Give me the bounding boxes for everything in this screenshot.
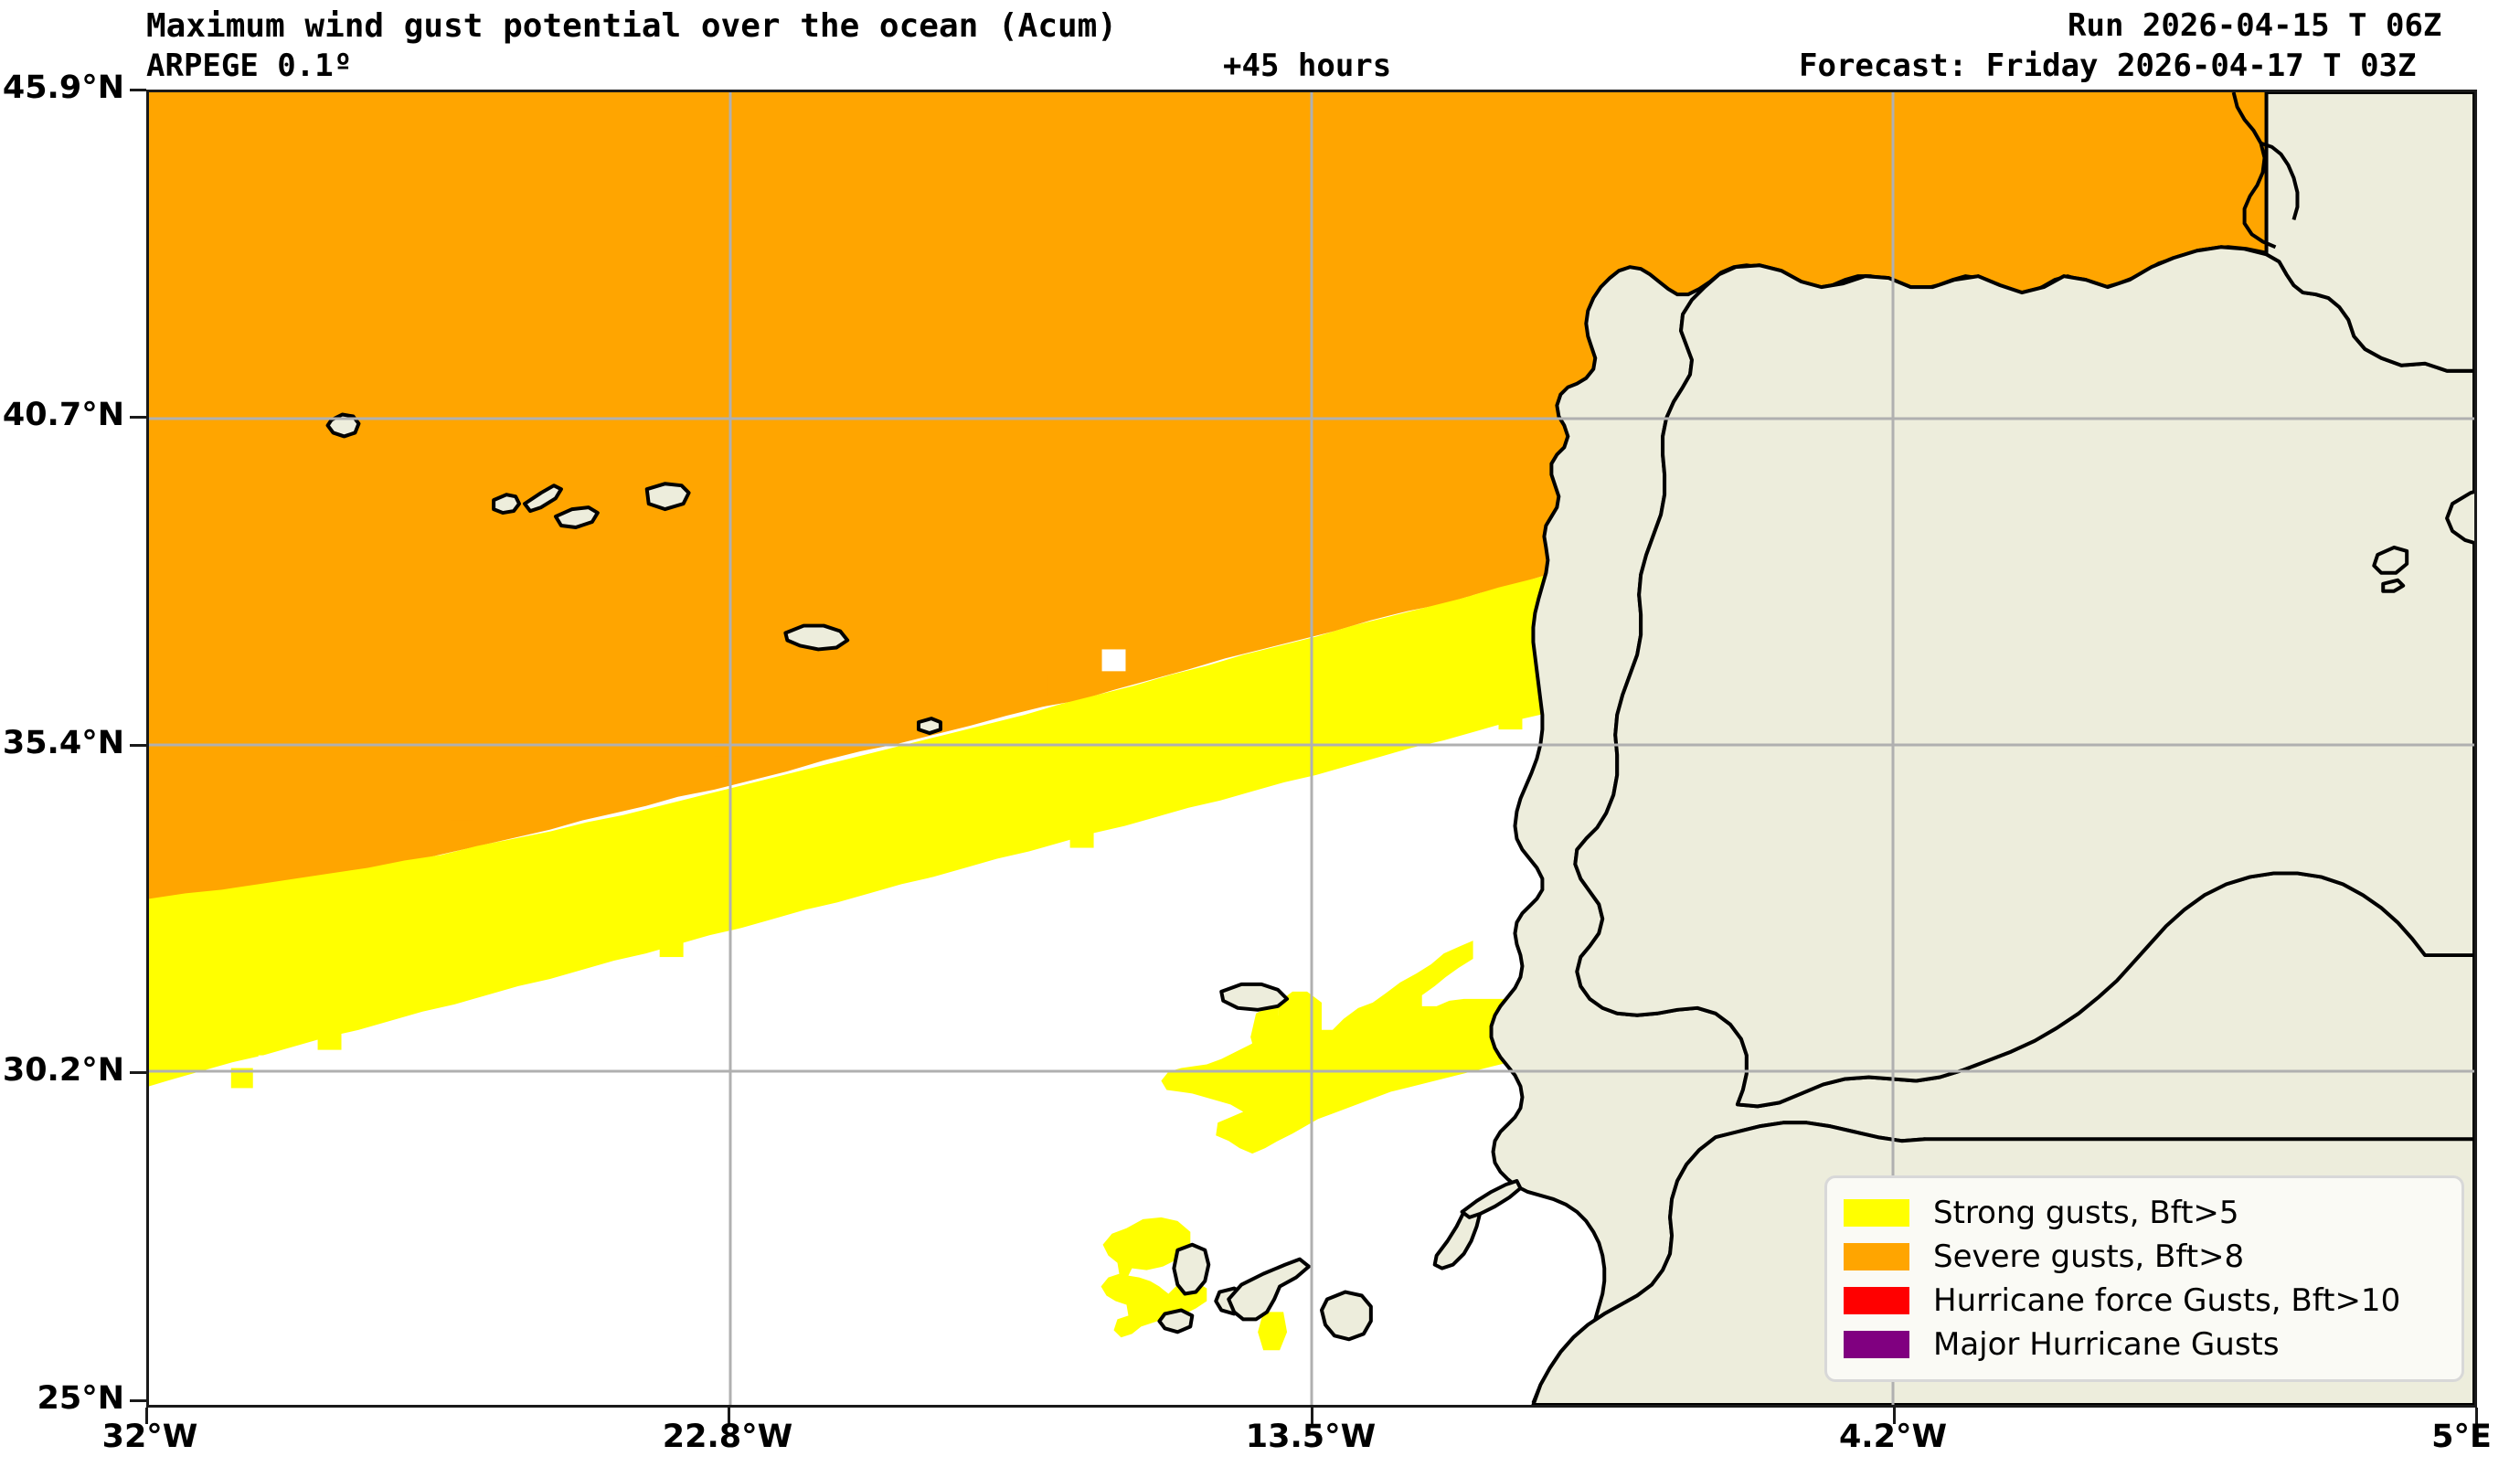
y-axis-label-2: 35.4°N: [2, 725, 124, 761]
x-tick-3: [1893, 1408, 1896, 1424]
island-azores: [325, 412, 942, 736]
x-tick-2: [1311, 1408, 1313, 1424]
gust-region-strong-tenerife-south: [1258, 1312, 1288, 1351]
x-tick-1: [728, 1408, 730, 1424]
legend-swatch-major-hurricane-gusts: [1844, 1331, 1909, 1358]
legend-box[interactable]: Strong gusts, Bft>5 Severe gusts, Bft>8 …: [1824, 1175, 2464, 1382]
legend-item-strong-gusts[interactable]: Strong gusts, Bft>5: [1844, 1191, 2443, 1235]
x-tick-0: [145, 1408, 148, 1424]
y-axis-label-3: 30.2°N: [2, 1052, 124, 1089]
landmass-iberian-peninsula: [1573, 245, 2474, 1109]
x-axis-label-3: 4.2°W: [1838, 1419, 1948, 1455]
gust-region-strong-madeira-finger: [1250, 1002, 1279, 1058]
x-axis-label-4: 5°E: [2431, 1419, 2492, 1455]
y-axis-label-1: 40.7°N: [2, 397, 124, 433]
y-axis-label-4: 25°N: [37, 1380, 125, 1417]
map-gridlines: [149, 92, 2474, 1405]
landmass-france-south: [2264, 92, 2474, 373]
legend-swatch-hurricane-force-gusts: [1844, 1287, 1909, 1314]
run-time-label: Run 2026-04-15 T 06Z: [2068, 7, 2442, 44]
y-tick-1: [130, 416, 146, 419]
island-canaries: [1157, 1179, 1523, 1342]
y-tick-2: [130, 744, 146, 747]
model-label: ARPEGE 0.1º: [146, 48, 353, 84]
island-balearics: [2372, 490, 2474, 593]
island-madeira: [1219, 982, 1290, 1012]
y-tick-3: [130, 1071, 146, 1074]
y-axis-label-0: 45.9°N: [2, 69, 124, 106]
legend-item-major-hurricane-gusts[interactable]: Major Hurricane Gusts: [1844, 1323, 2443, 1366]
page-title: Maximum wind gust potential over the oce…: [146, 7, 1118, 45]
x-axis-label-1: 22.8°W: [662, 1419, 793, 1455]
x-axis-label-2: 13.5°W: [1245, 1419, 1377, 1455]
legend-label-hurricane-force-gusts: Hurricane force Gusts, Bft>10: [1933, 1282, 2401, 1319]
y-tick-4: [130, 1399, 146, 1402]
legend-label-severe-gusts: Severe gusts, Bft>8: [1933, 1238, 2245, 1275]
legend-item-hurricane-force-gusts[interactable]: Hurricane force Gusts, Bft>10: [1844, 1279, 2443, 1323]
legend-swatch-strong-gusts: [1844, 1199, 1909, 1227]
map-plot-area[interactable]: [146, 90, 2477, 1408]
legend-label-strong-gusts: Strong gusts, Bft>5: [1933, 1195, 2239, 1231]
forecast-time-label: Forecast: Friday 2026-04-17 T 03Z: [1799, 48, 2417, 84]
legend-label-major-hurricane-gusts: Major Hurricane Gusts: [1933, 1326, 2280, 1363]
x-tick-4: [2475, 1408, 2478, 1424]
gust-region-strong-madeira: [1161, 941, 1576, 1154]
coastline-pyrenees-detail: [2231, 92, 2300, 250]
legend-item-severe-gusts[interactable]: Severe gusts, Bft>8: [1844, 1235, 2443, 1279]
lead-time-label: +45 hours: [1223, 48, 1392, 84]
y-tick-0: [130, 89, 146, 91]
x-axis-label-0: 32°W: [101, 1419, 198, 1455]
map-canvas: [149, 92, 2474, 1405]
legend-swatch-severe-gusts: [1844, 1243, 1909, 1270]
